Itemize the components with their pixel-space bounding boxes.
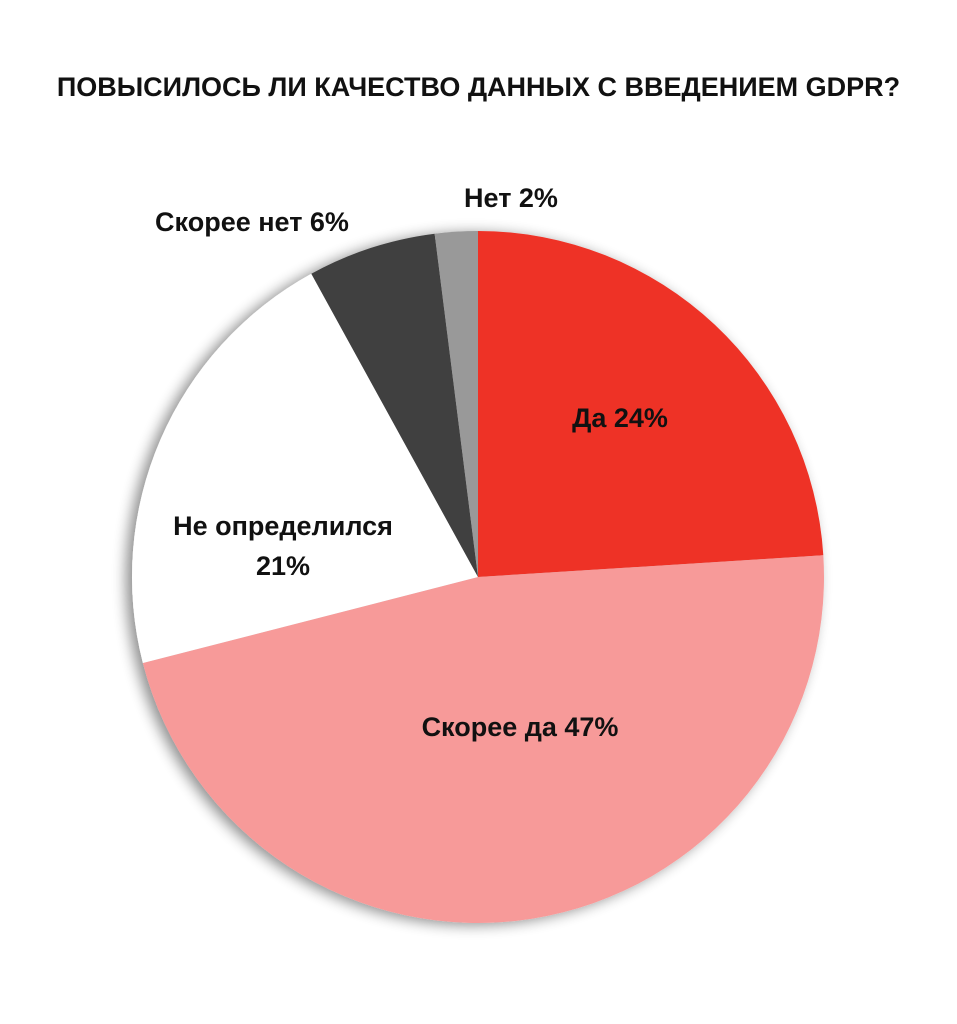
slice-label-da: Да 24% — [572, 403, 668, 433]
slice-label-skoree-da: Скорее да 47% — [422, 712, 619, 742]
slice-label-net: Нет 2% — [464, 183, 558, 213]
pie-slice-skoree-net — [311, 233, 478, 577]
pie-slice-net — [434, 231, 478, 577]
pie-slice-ne-opredelilsya — [132, 273, 479, 664]
slice-label-skoree-net: Скорее нет 6% — [155, 207, 349, 237]
pie-slice-da — [478, 231, 824, 577]
slice-label-ne-opredelilsya: Не определился 21% — [173, 511, 393, 581]
chart-title: ПОВЫСИЛОСЬ ЛИ КАЧЕСТВО ДАННЫХ С ВВЕДЕНИЕ… — [56, 72, 901, 102]
pie-slice-skoree-da — [142, 555, 824, 923]
